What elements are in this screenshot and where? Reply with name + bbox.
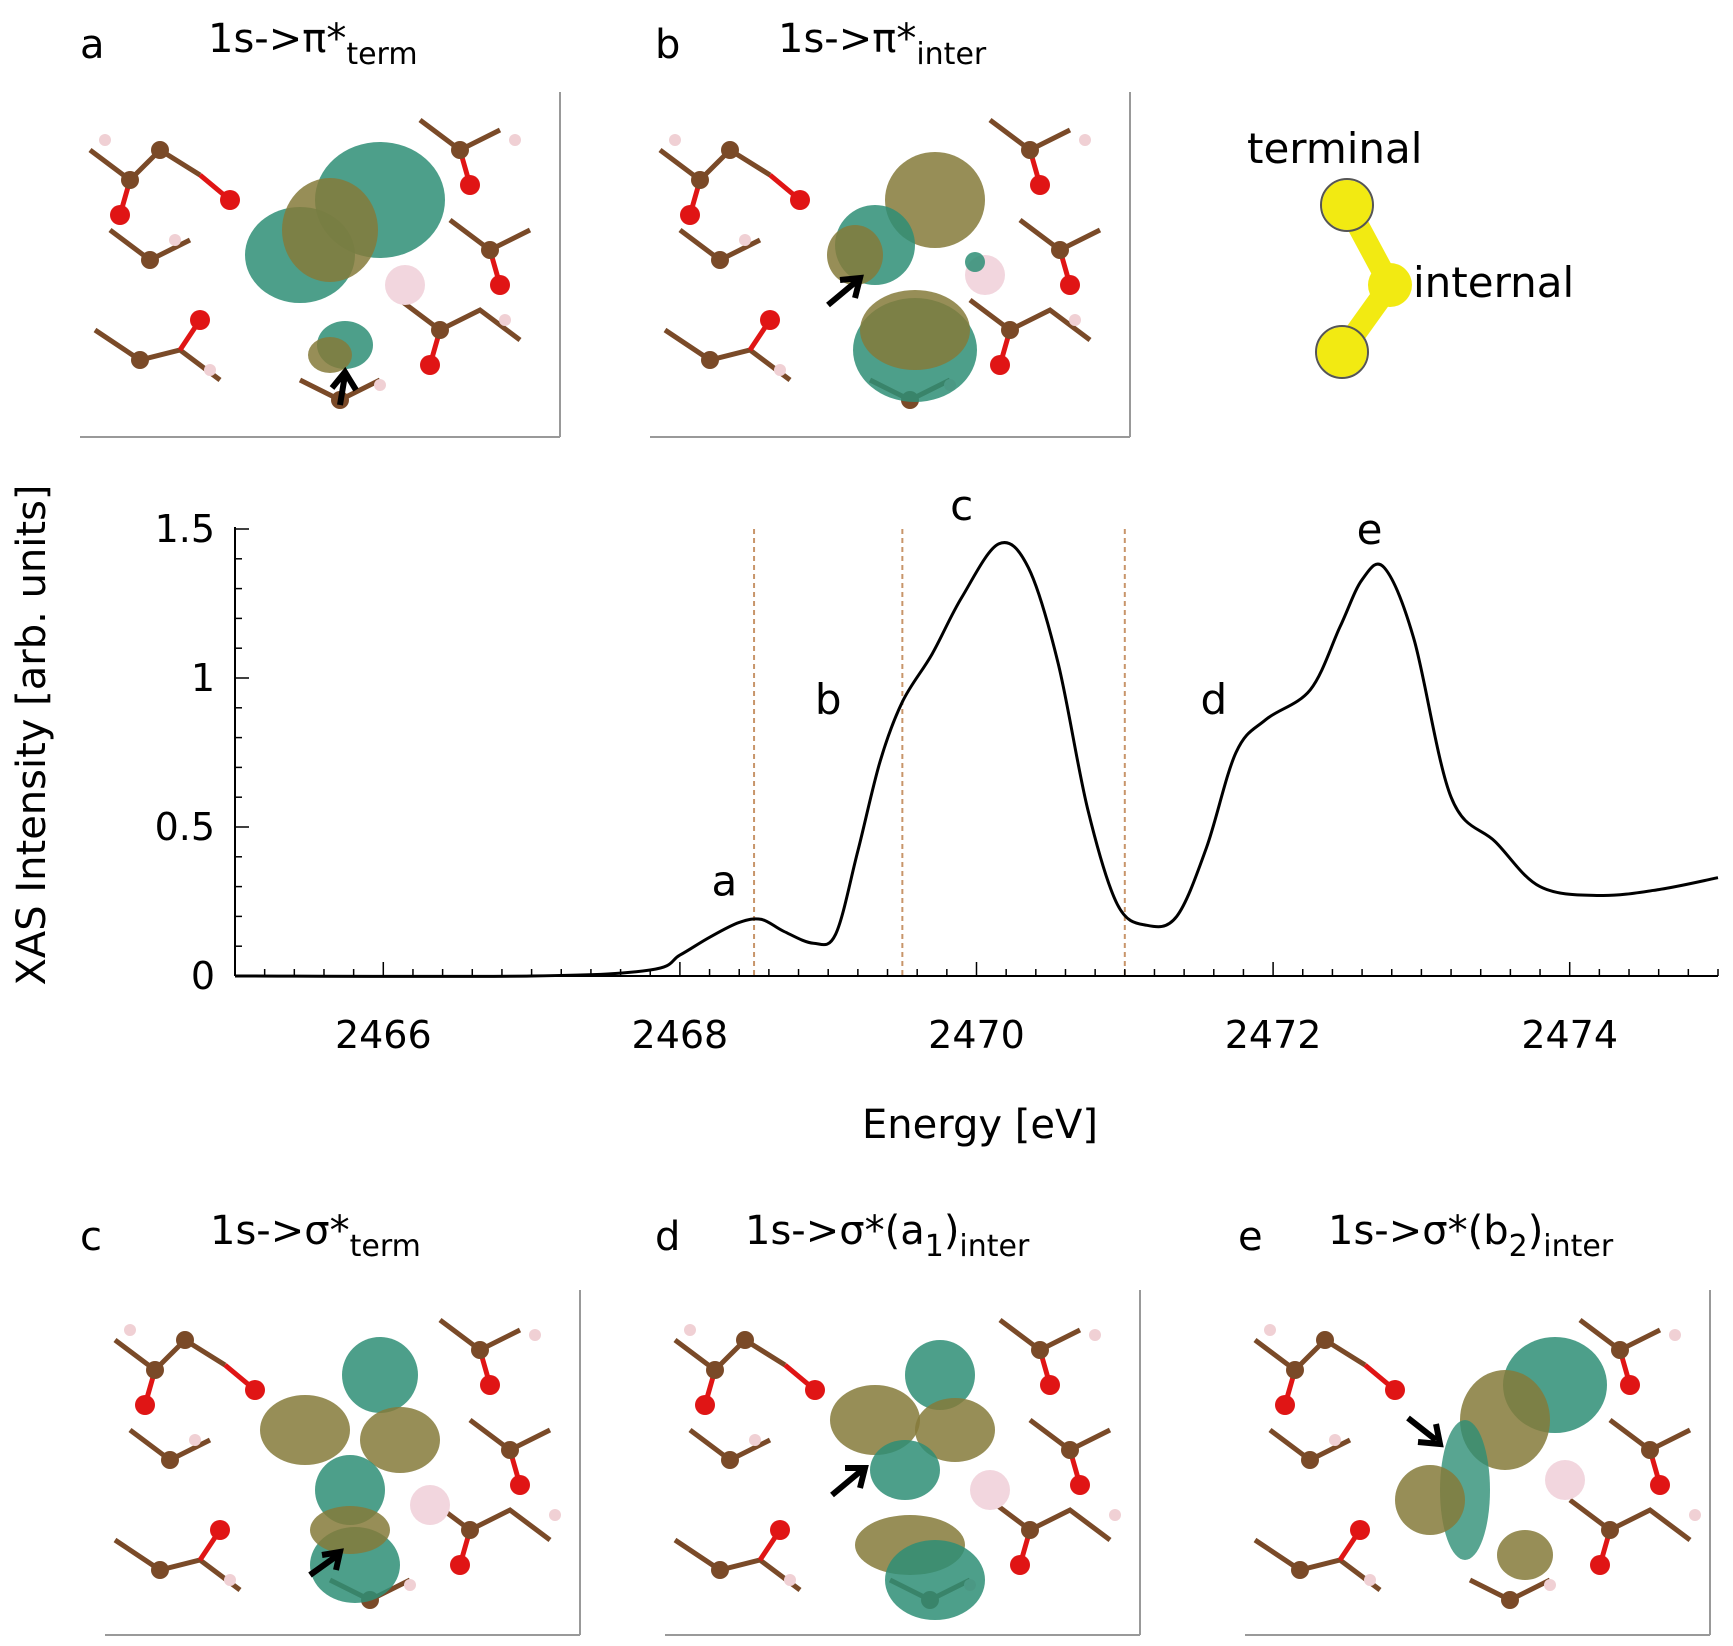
s3-molecule-schematic xyxy=(1315,178,1412,379)
y-tick-label-0: 0 xyxy=(191,954,215,998)
panel-d-molecules xyxy=(673,1318,1121,1609)
y-tick-label-1: 0.5 xyxy=(155,805,215,849)
panel-c-title-sub: term xyxy=(350,1229,421,1264)
panel-d-title-base: 1s->σ*(a xyxy=(745,1208,925,1254)
xas-chart: 2466 2468 2470 2472 2474 0 0.5 1 1.5 a b c d e Energ… xyxy=(9,481,1719,1148)
panel-d-letter: d xyxy=(655,1214,680,1260)
panel-a-title-sub: term xyxy=(346,37,417,72)
series-line-0 xyxy=(234,541,1719,978)
x-axis-label: Energy [eV] xyxy=(862,1102,1098,1148)
terminal-label: terminal xyxy=(1247,124,1422,173)
internal-label: internal xyxy=(1413,258,1574,307)
panel-c-molecules xyxy=(113,1318,561,1609)
panel-a-molecules xyxy=(88,118,532,409)
y-axis-label: XAS Intensity [arb. units] xyxy=(9,484,55,985)
panel-b-image xyxy=(650,92,1140,438)
y-tick-label-2: 1 xyxy=(191,656,215,700)
panel-d-title-sub2: inter xyxy=(959,1229,1030,1264)
panel-c-title-base: 1s->σ* xyxy=(210,1208,350,1254)
panel-c-letter: c xyxy=(80,1214,102,1260)
chart-guides xyxy=(753,529,1126,976)
panel-d-title-tail: ) xyxy=(944,1208,960,1254)
panel-e-title-sub: 2 xyxy=(1509,1229,1528,1264)
panel-d-title: 1s->σ*(a1)inter xyxy=(745,1208,1030,1264)
panel-e-molecules xyxy=(1253,1318,1701,1609)
panel-b-title-sub: inter xyxy=(916,37,987,72)
x-tick-label-1: 2468 xyxy=(632,1013,729,1057)
panel-c-title: 1s->σ*term xyxy=(210,1208,421,1264)
panel-b-title: 1s->π*inter xyxy=(778,16,987,72)
panel-a-letter: a xyxy=(80,22,105,68)
peak-label-a: a xyxy=(712,857,738,906)
peak-label-d: d xyxy=(1200,675,1227,724)
panel-e-letter: e xyxy=(1238,1214,1263,1260)
panel-a-image xyxy=(80,92,570,438)
x-tick-label-3: 2472 xyxy=(1225,1013,1322,1057)
panel-e-image xyxy=(1245,1290,1715,1636)
panel-c-image xyxy=(105,1290,585,1636)
x-tick-label-2: 2470 xyxy=(928,1013,1025,1057)
panel-b-molecules xyxy=(658,118,1102,409)
y-tick-label-3: 1.5 xyxy=(155,507,215,551)
chart-series xyxy=(234,541,1719,978)
panel-e-title: 1s->σ*(b2)inter xyxy=(1328,1208,1614,1264)
panel-e-title-tail: ) xyxy=(1528,1208,1544,1254)
panel-e-title-base: 1s->σ*(b xyxy=(1328,1208,1509,1254)
peak-label-e: e xyxy=(1357,505,1383,554)
panel-d-image xyxy=(665,1290,1145,1636)
chart-axes xyxy=(234,527,1718,977)
peak-label-c: c xyxy=(950,481,973,530)
panel-b-title-base: 1s->π* xyxy=(778,16,916,62)
panel-a-title: 1s->π*term xyxy=(208,16,418,72)
x-tick-label-4: 2474 xyxy=(1521,1013,1618,1057)
x-tick-label-0: 2466 xyxy=(335,1013,432,1057)
panel-a-title-base: 1s->π* xyxy=(208,16,346,62)
peak-label-b: b xyxy=(815,675,842,724)
chart-ticks: 2466 2468 2470 2472 2474 0 0.5 1 1.5 xyxy=(155,507,1719,1057)
chart-annotations: a b c d e xyxy=(712,481,1383,905)
panel-b-letter: b xyxy=(655,22,680,68)
panel-e-title-sub2: inter xyxy=(1543,1229,1614,1264)
panel-d-title-sub: 1 xyxy=(925,1229,944,1264)
